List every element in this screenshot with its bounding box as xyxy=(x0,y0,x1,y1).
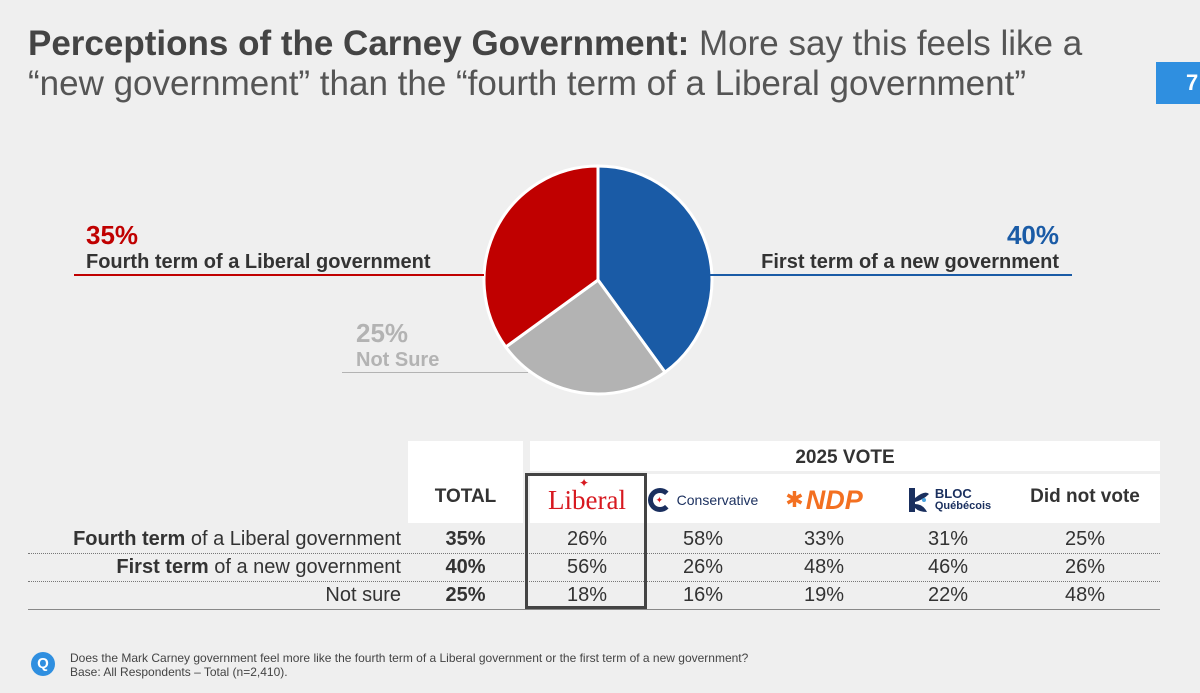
row-separator xyxy=(28,553,1160,554)
pie-slice-2 xyxy=(482,164,600,350)
total-header-bg xyxy=(408,441,523,523)
page-title: Perceptions of the Carney Government: Mo… xyxy=(28,24,1148,104)
table-cell-total: 40% xyxy=(445,556,486,578)
table-row: Not sure 25% 18% 16% 19% 22% 48% xyxy=(28,581,1160,610)
footer-question: Does the Mark Carney government feel mor… xyxy=(70,651,749,665)
row-label-rest: Not sure xyxy=(325,584,401,606)
table-cell: 26% xyxy=(1064,556,1106,578)
pie-label-not-sure-pct: 25% xyxy=(356,318,409,348)
col-header-total: TOTAL xyxy=(434,486,497,507)
table-row: Fourth term of a Liberal government 35% 26… xyxy=(28,525,1160,554)
pie-label-liberal-text: Fourth term of a Liberal government xyxy=(86,251,431,273)
bloc-logo-text-2: Québécois xyxy=(934,500,992,512)
row-separator xyxy=(28,609,1160,610)
title-bold: Perceptions of the Carney Government: xyxy=(28,24,690,63)
pie-label-liberal: 35% Fourth term of a Liberal government xyxy=(86,220,430,274)
vote-group-header: 2025 VOTE xyxy=(530,441,1160,471)
col-header-did-not-vote: Did not vote xyxy=(1030,486,1140,507)
conservative-c-icon: ✦ xyxy=(647,488,672,512)
row-label-bold: Fourth term xyxy=(73,528,186,550)
table-cell: 33% xyxy=(803,528,845,550)
pie-chart xyxy=(480,162,716,403)
pie-slice-0 xyxy=(596,164,714,375)
row-separator xyxy=(28,581,1160,582)
pie-label-new-underline xyxy=(706,274,1072,276)
row-label-rest: of a new government xyxy=(208,556,401,578)
footer-note: Does the Mark Carney government feel mor… xyxy=(70,651,748,679)
table-cell-total: 35% xyxy=(445,528,486,550)
liberal-column-highlight xyxy=(525,473,647,609)
title-rest: More say this feels like a “new governme… xyxy=(28,24,1083,103)
row-label: Not sure xyxy=(28,581,401,609)
table-cell: 46% xyxy=(927,556,969,578)
pie-label-not-sure: 25% Not Sure xyxy=(356,318,439,372)
pie-label-new: 40% First term of a new government xyxy=(726,220,1059,274)
table-cell: 25% xyxy=(1064,528,1106,550)
pie-label-new-text: First term of a new government xyxy=(761,251,1059,273)
conservative-logo: ✦ Conservative xyxy=(644,480,762,520)
maple-leaf-icon: ✦ xyxy=(579,475,590,490)
ndp-logo: ✱ NDP xyxy=(762,480,886,520)
party-header-bg xyxy=(530,474,1160,523)
table-cell: 18% xyxy=(566,584,608,606)
footer-base: Base: All Respondents – Total (n=2,410). xyxy=(70,665,288,679)
table-cell: 26% xyxy=(682,556,724,578)
pie-label-liberal-underline xyxy=(74,274,484,276)
question-icon: Q xyxy=(31,652,55,676)
pie-label-not-sure-underline xyxy=(342,372,528,373)
table-cell: 56% xyxy=(566,556,608,578)
table-row: First term of a new government 40% 56% 26% 4… xyxy=(28,553,1160,582)
table-cell: 31% xyxy=(927,528,969,550)
table-cell: 19% xyxy=(803,584,845,606)
table-cell-total: 25% xyxy=(445,584,486,606)
pie-label-new-pct: 40% xyxy=(1006,220,1059,250)
page-number-badge: 7 xyxy=(1156,62,1200,104)
row-label: Fourth term of a Liberal government xyxy=(28,525,401,553)
bloc-logo: BLOC Québécois xyxy=(886,480,1010,520)
table-cell: 26% xyxy=(566,528,608,550)
bloc-fleur-icon xyxy=(908,488,929,512)
table-cell: 58% xyxy=(682,528,724,550)
bloc-logo-text-1: BLOC xyxy=(934,486,972,501)
ndp-leaf-icon: ✱ xyxy=(785,487,804,512)
ndp-logo-text: NDP xyxy=(805,484,863,515)
pie-label-not-sure-text: Not Sure xyxy=(356,349,440,371)
liberal-logo-text: Liberal xyxy=(548,484,626,515)
pie-slice-1 xyxy=(503,277,668,396)
table-cell: 48% xyxy=(1064,584,1106,606)
pie-label-liberal-pct: 35% xyxy=(86,220,139,250)
table-cell: 48% xyxy=(803,556,845,578)
row-label: First term of a new government xyxy=(28,553,401,581)
liberal-logo: ✦ Liberal xyxy=(530,476,644,520)
table-cell: 16% xyxy=(682,584,724,606)
table-cell: 22% xyxy=(927,584,969,606)
row-label-bold: First term xyxy=(116,556,209,578)
conservative-logo-text: Conservative xyxy=(676,492,759,508)
row-label-rest: of a Liberal government xyxy=(185,528,401,550)
pie-chart-svg xyxy=(482,164,714,396)
